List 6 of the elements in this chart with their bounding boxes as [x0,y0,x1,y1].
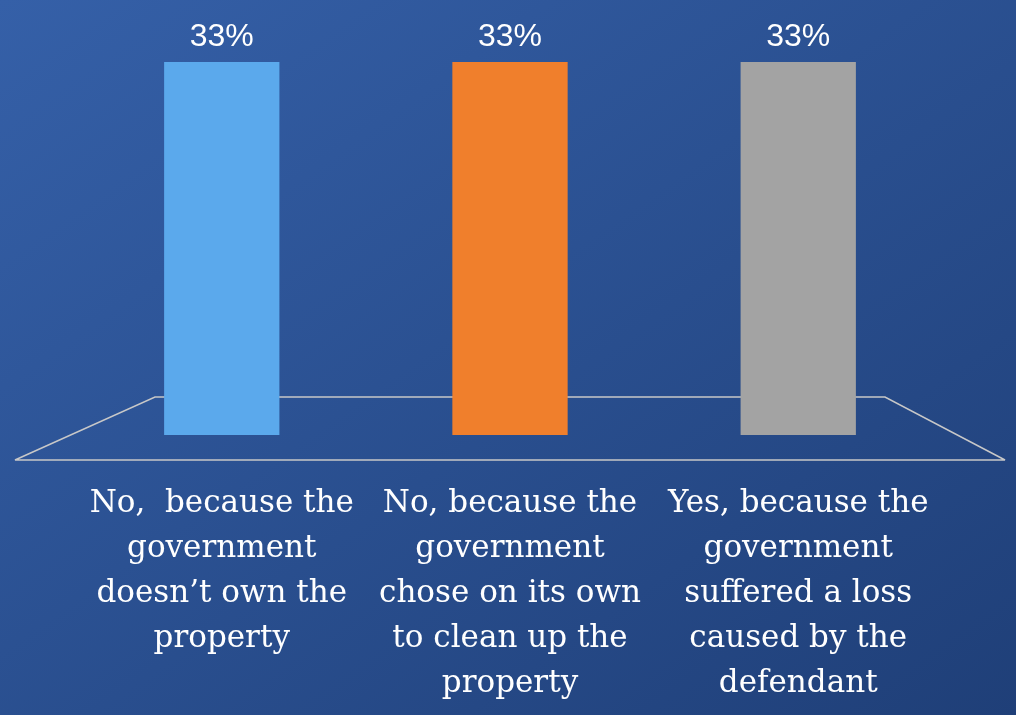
data-label: 33% [189,17,254,53]
x-tick-label: No, because the government chose on its own to clean up the property [379,483,641,699]
data-label: 33% [477,17,543,53]
data-label: 33% [766,17,831,53]
x-tick-label: Yes, because the government suffered a loss caused by the defendant [666,483,929,699]
x-tick-label: No, because the government doesn’t own the property [89,483,354,654]
